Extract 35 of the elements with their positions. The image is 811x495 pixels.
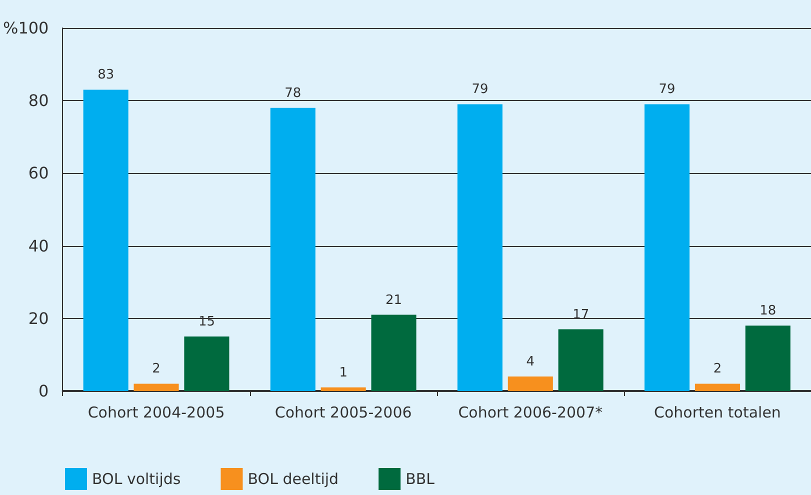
bar	[270, 108, 316, 391]
data-label: 79	[658, 82, 676, 98]
data-label: 18	[760, 304, 776, 319]
bar	[134, 384, 179, 391]
data-label: 79	[472, 82, 488, 98]
y-tick-label: 0	[38, 382, 49, 400]
data-label: 83	[98, 68, 114, 83]
data-label: 4	[526, 354, 535, 370]
bar	[558, 329, 604, 391]
y-tick-label: 80	[28, 91, 49, 110]
legend-label: BOL voltijds	[92, 470, 181, 488]
x-tick-label: Cohorten totalen	[654, 404, 781, 422]
y-tick-label: %100	[2, 18, 49, 38]
x-tick-label: Cohort 2005-2006	[274, 404, 412, 422]
y-tick-label: 40	[28, 236, 49, 256]
x-tick-label: Cohort 2004-2005	[88, 404, 225, 422]
bar	[745, 326, 790, 391]
legend-label: BBL	[406, 470, 436, 488]
y-tick-label: 60	[28, 164, 49, 183]
bar	[320, 387, 366, 391]
data-label: 78	[284, 86, 302, 101]
y-tick-label: 20	[28, 308, 49, 328]
bar	[457, 104, 502, 391]
bar	[184, 336, 230, 391]
bar	[508, 376, 553, 391]
bar	[644, 104, 690, 391]
x-tick-label: Cohort 2006-2007*	[458, 404, 604, 422]
legend-label: BOL deeltijd	[248, 470, 339, 488]
bar	[694, 384, 740, 391]
data-label: 2	[152, 362, 160, 377]
bar	[83, 90, 128, 391]
data-label: 21	[386, 292, 402, 308]
bar	[371, 314, 416, 391]
data-label: 2	[713, 362, 722, 377]
data-label: 1	[339, 365, 348, 380]
